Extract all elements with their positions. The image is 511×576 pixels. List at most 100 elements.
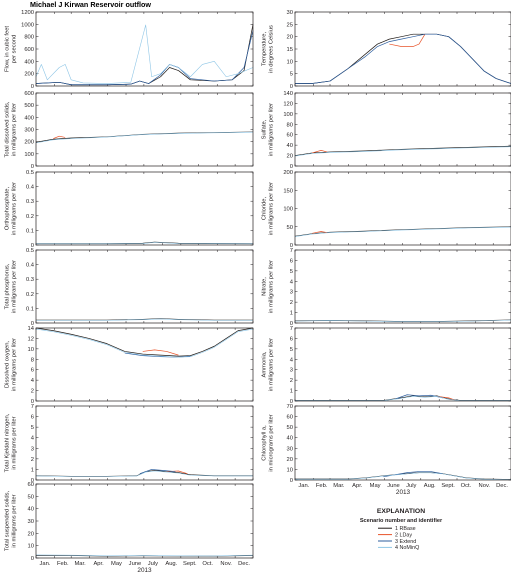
y-tick-label: 0 — [290, 478, 293, 484]
y-tick-label: 0 — [290, 164, 293, 170]
y-tick-label: 30 — [287, 446, 293, 452]
y-axis-label: Total Kjeldahl nitrogen, — [5, 413, 11, 472]
panel-temp: 0 5 10 15 20 25 30 Temperature, in degrees Celsi… — [262, 10, 511, 90]
series-line-4-nominq — [35, 328, 254, 358]
series-line-3-extend — [35, 30, 254, 86]
series-line-4-nominq — [294, 146, 511, 157]
y-tick-label: 500 — [24, 103, 34, 109]
x-tick-label: Nov. — [479, 483, 491, 489]
legend-title: EXPLANATION — [377, 508, 425, 515]
y-tick-label: 100 — [283, 207, 293, 213]
y-tick-label: 7 — [290, 248, 293, 254]
y-tick-label: 0 — [31, 243, 34, 249]
series-line-4-nominq — [294, 319, 511, 322]
series-line-1-rbase — [35, 470, 253, 477]
series-line-1-rbase — [294, 226, 511, 237]
y-tick-label: 300 — [24, 128, 34, 134]
y-axis-label: in milligrams per liter — [269, 103, 275, 156]
y-tick-label: 20 — [28, 531, 34, 537]
y-tick-label: 0.2 — [26, 214, 34, 220]
y-tick-label: 200 — [283, 170, 293, 176]
y-axis-label: in milligrams per liter — [269, 338, 275, 391]
panel-tp: 0 0.1 0.2 0.3 0.4 0.5 Total phosphorus, in mill… — [5, 248, 254, 327]
series-line-1-rbase — [294, 145, 511, 156]
x-axis-year: 2013 — [396, 489, 411, 496]
y-axis-label: in milligrams per liter — [269, 182, 275, 235]
y-axis-label: Dissolved oxygen, — [5, 341, 11, 388]
y-axis-label: in micrograms per liter — [269, 414, 275, 471]
x-axis-year: 2013 — [137, 567, 152, 574]
x-tick-label: June — [129, 561, 142, 567]
y-axis-label: Ammonia, — [262, 351, 268, 377]
y-tick-label: 2 — [290, 378, 293, 384]
plot-frame — [35, 327, 254, 402]
y-tick-label: 60 — [28, 482, 34, 488]
plot-frame — [294, 249, 511, 324]
y-tick-label: 1200 — [21, 10, 34, 16]
x-tick-label: Oct. — [202, 561, 213, 567]
y-tick-label: 6 — [290, 336, 293, 342]
y-tick-label: 50 — [287, 425, 293, 431]
x-axis-labels: Jan. Feb. Mar. Apr. May June July Aug. Sept. Oct.… — [39, 483, 508, 574]
y-axis-label: Temperature, — [262, 32, 268, 67]
y-tick-label: 20 — [287, 154, 293, 160]
y-tick-label: 10 — [287, 467, 293, 473]
x-tick-label: Mar. — [333, 483, 345, 489]
series-line-2-lday — [312, 231, 328, 234]
y-tick-label: 70 — [287, 404, 293, 410]
y-tick-label: 1000 — [21, 22, 34, 28]
x-tick-label: Feb. — [316, 483, 328, 489]
y-tick-label: 1 — [290, 389, 293, 395]
y-axis-label: in milligrams per liter — [12, 416, 18, 469]
y-tick-label: 0.3 — [26, 277, 34, 283]
series-line-4-nominq — [294, 226, 511, 237]
series-line-3-extend — [139, 469, 176, 474]
y-tick-label: 6 — [31, 415, 34, 421]
y-tick-label: 3 — [31, 446, 34, 452]
series-line-3-extend — [383, 471, 443, 478]
y-tick-label: 0 — [31, 84, 34, 90]
series-line-3-extend — [395, 394, 443, 400]
series-line-4-nominq — [35, 131, 254, 144]
y-tick-label: 0 — [31, 321, 34, 327]
y-axis-label: Total phosphorus, — [5, 263, 11, 309]
y-axis-label: Orthophosphate, — [5, 187, 11, 231]
y-tick-label: 14 — [28, 326, 35, 332]
y-tick-label: 4 — [290, 357, 294, 363]
y-tick-label: 2 — [290, 300, 293, 306]
y-tick-label: 6 — [31, 368, 34, 374]
series-line-2-lday — [53, 135, 66, 139]
y-axis-label: Total suspended solids, — [5, 490, 11, 551]
y-tick-label: 0.4 — [26, 185, 35, 191]
y-tick-label: 600 — [24, 91, 34, 97]
y-tick-label: 0 — [31, 164, 34, 170]
legend-item-label: 3 Extend — [395, 539, 416, 545]
y-tick-label: 0 — [290, 321, 293, 327]
plot-frame — [35, 171, 254, 246]
y-tick-label: 40 — [287, 436, 293, 442]
series-line-2-lday — [389, 34, 426, 47]
legend-item-label: 1 RBase — [395, 526, 416, 532]
y-tick-label: 120 — [283, 101, 293, 107]
y-axis-label: Total dissolved solids, — [5, 101, 11, 157]
y-tick-label: 1 — [290, 311, 293, 317]
plot-frame — [294, 92, 511, 167]
y-axis-label: per second — [12, 35, 18, 64]
y-tick-label: 80 — [287, 122, 293, 128]
x-tick-label: Sept. — [183, 561, 197, 567]
y-tick-label: 7 — [31, 404, 34, 410]
y-tick-label: 150 — [283, 188, 293, 194]
y-axis-label: in milligrams per liter — [269, 260, 275, 313]
plot-frame — [35, 92, 254, 167]
y-tick-label: 0 — [290, 84, 293, 90]
legend-subtitle: Scenario number and identifier — [360, 518, 443, 524]
y-tick-label: 0.2 — [26, 292, 34, 298]
series-line-1-rbase — [295, 33, 511, 84]
x-tick-label: Aug. — [165, 561, 177, 567]
y-tick-label: 1 — [31, 467, 34, 473]
y-tick-label: 60 — [287, 133, 293, 139]
panel-chla: 0 10 20 30 40 50 60 70 Chlorophyll a, in microgra… — [262, 404, 511, 484]
y-tick-label: 30 — [287, 10, 293, 16]
y-tick-label: 0.3 — [26, 199, 34, 205]
